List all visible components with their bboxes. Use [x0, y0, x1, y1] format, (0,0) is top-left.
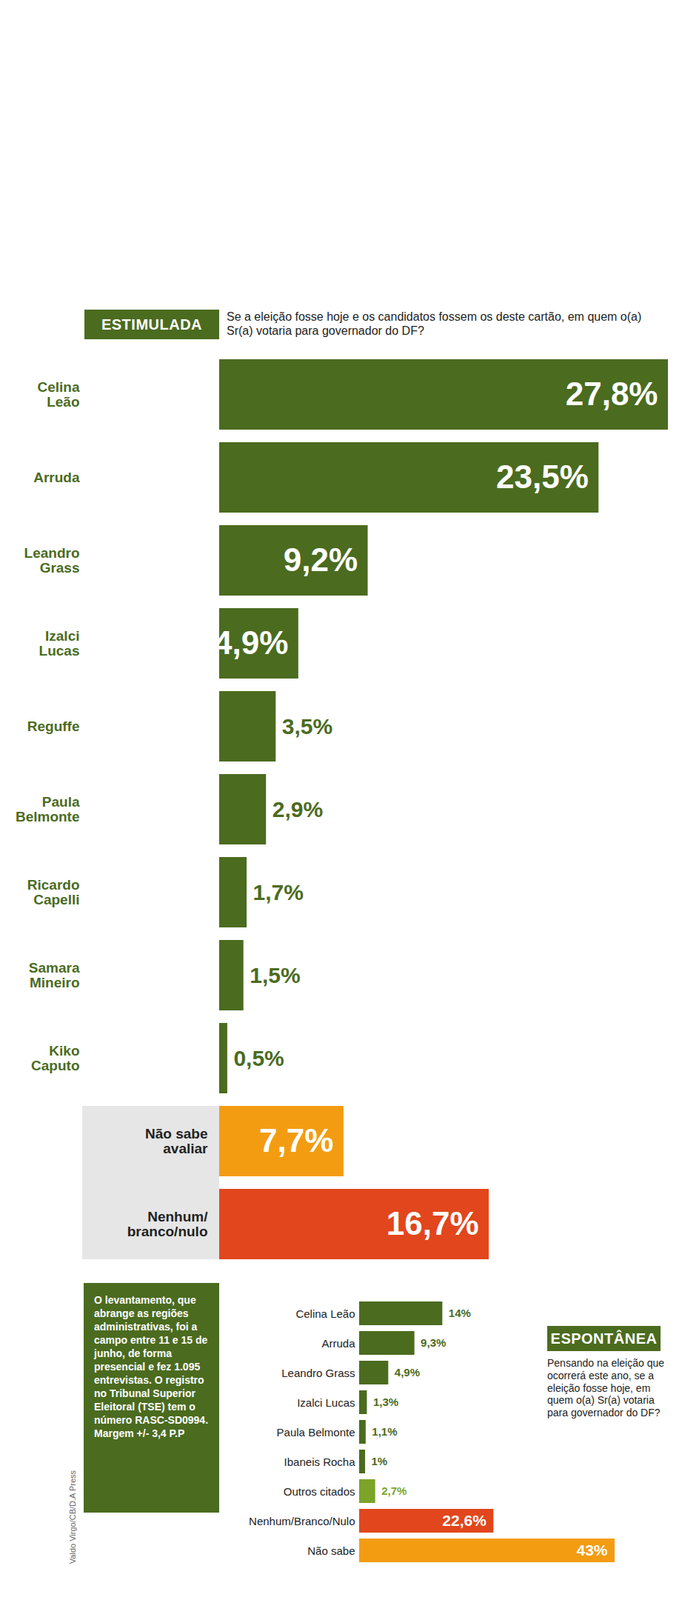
svg-text:Arruda: Arruda — [33, 469, 80, 486]
svg-text:27,8%: 27,8% — [565, 375, 659, 412]
html-text:ESPONTÂNEA: ESPONTÂNEA — [550, 1329, 658, 1346]
svg-text:9,3%: 9,3% — [420, 1335, 446, 1349]
html-text:ESTIMULADA: ESTIMULADA — [101, 315, 203, 333]
svg-text:3,5%: 3,5% — [282, 713, 333, 739]
svg-text:KikoCaputo: KikoCaputo — [31, 1042, 80, 1073]
svg-text:7,7%: 7,7% — [259, 1121, 334, 1159]
svg-text:43%: 43% — [576, 1540, 608, 1559]
html-text:Pensando na eleição que ocorre: Pensando na eleição que ocorrerá este an… — [547, 1356, 665, 1419]
svg-text:CelinaLeão: CelinaLeão — [37, 379, 80, 410]
svg-text:Ibaneis Rocha: Ibaneis Rocha — [284, 1455, 357, 1468]
svg-text:1,3%: 1,3% — [373, 1395, 399, 1408]
svg-text:22,6%: 22,6% — [442, 1511, 487, 1529]
svg-text:RicardoCapelli: RicardoCapelli — [27, 876, 80, 908]
svg-text:4,9%: 4,9% — [394, 1365, 420, 1379]
svg-text:1,5%: 1,5% — [249, 962, 300, 988]
svg-text:IzalciLucas: IzalciLucas — [39, 627, 80, 659]
svg-text:0,5%: 0,5% — [233, 1045, 284, 1071]
svg-text:1%: 1% — [371, 1454, 389, 1467]
svg-text:Nenhum/branco/nulo: Nenhum/branco/nulo — [127, 1208, 209, 1239]
svg-text:Celina Leão: Celina Leão — [295, 1306, 355, 1320]
svg-text:9,2%: 9,2% — [283, 541, 358, 578]
svg-text:Não sabeavaliar: Não sabeavaliar — [145, 1125, 209, 1156]
svg-text:Não sabe: Não sabe — [307, 1543, 355, 1557]
svg-text:Paula Belmonte: Paula Belmonte — [276, 1425, 356, 1439]
svg-text:SamaraMineiro: SamaraMineiro — [28, 959, 80, 991]
html-text:O levantamento, que abrange as: O levantamento, que abrange as regiões a… — [94, 1293, 209, 1439]
svg-text:PaulaBelmonte: PaulaBelmonte — [15, 793, 80, 825]
html-text:Se a eleição fosse hoje e os c: Se a eleição fosse hoje e os candidatos … — [226, 310, 642, 338]
svg-text:1,1%: 1,1% — [371, 1424, 397, 1438]
svg-text:Outros citados: Outros citados — [283, 1484, 356, 1498]
svg-text:Nenhum/Branco/Nulo: Nenhum/Branco/Nulo — [248, 1514, 355, 1527]
svg-text:Izalci Lucas: Izalci Lucas — [296, 1395, 355, 1409]
svg-text:2,7%: 2,7% — [381, 1483, 407, 1497]
svg-text:LeandroGrass: LeandroGrass — [24, 545, 80, 576]
svg-text:Reguffe: Reguffe — [27, 718, 80, 734]
svg-text:Arruda: Arruda — [321, 1336, 356, 1350]
svg-text:14%: 14% — [448, 1306, 471, 1319]
svg-text:1,7%: 1,7% — [253, 879, 304, 905]
svg-text:2,9%: 2,9% — [272, 796, 323, 822]
html-text:Valdo Virgo/CB/D.A Press: Valdo Virgo/CB/D.A Press — [68, 1469, 78, 1564]
svg-text:23,5%: 23,5% — [496, 458, 589, 495]
svg-text:Leandro Grass: Leandro Grass — [281, 1366, 355, 1379]
svg-text:16,7%: 16,7% — [386, 1204, 480, 1242]
svg-text:4,9%: 4,9% — [214, 624, 289, 661]
